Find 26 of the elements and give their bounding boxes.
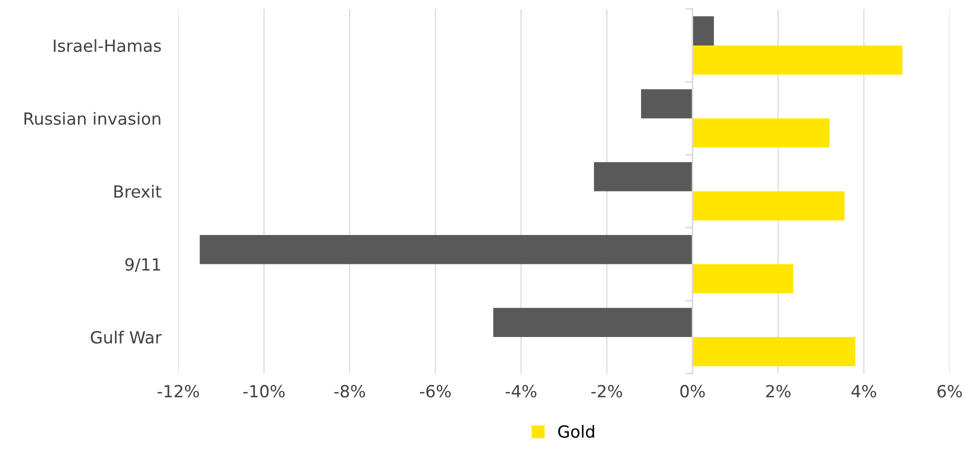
legend-label: Gold [558, 424, 594, 438]
x-tick-label: -8% [334, 384, 366, 398]
x-tick-label: 2% [766, 384, 790, 398]
x-tick-label: -12% [158, 384, 199, 398]
y-tick-label: Brexit [114, 184, 162, 198]
x-tick-label: 4% [851, 384, 876, 398]
y-tick-label: Russian invasion [24, 112, 160, 125]
y-tick-label: Gulf War [90, 330, 162, 344]
bar [493, 308, 692, 338]
bar [692, 337, 856, 366]
x-tick-label: 0% [680, 384, 705, 398]
bar [594, 162, 692, 192]
bar [200, 234, 692, 264]
bar [692, 264, 794, 294]
x-tick-label: -6% [420, 384, 451, 398]
bar [641, 89, 692, 118]
x-tick-label: -10% [243, 384, 285, 398]
bar [692, 191, 845, 220]
bar [692, 16, 714, 46]
x-tick-label: -4% [506, 384, 536, 398]
x-tick-label: 6% [937, 384, 962, 398]
y-tick-label: 9/11 [125, 258, 160, 272]
bar [692, 118, 830, 148]
x-tick-label: -2% [591, 384, 622, 398]
y-tick-label: Israel-Hamas [54, 39, 161, 52]
bar [692, 45, 902, 75]
